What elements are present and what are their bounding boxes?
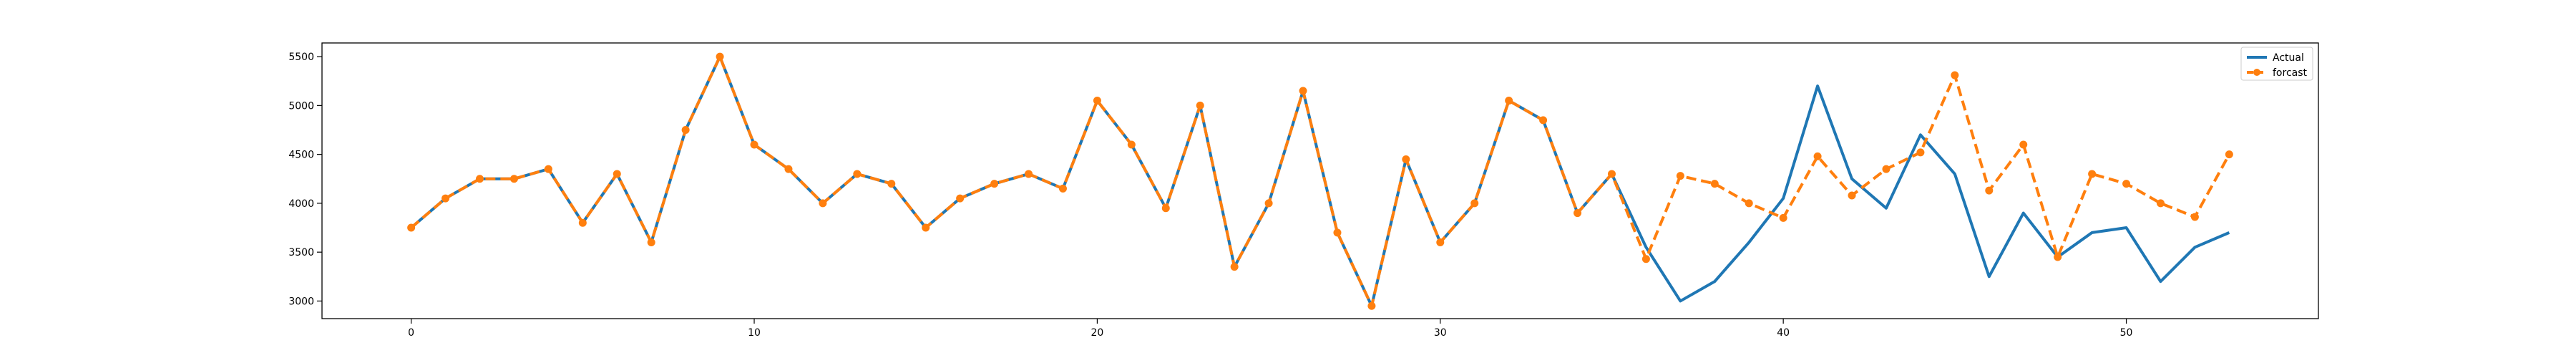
data-point-forcast <box>2190 213 2199 221</box>
data-point-forcast <box>1196 101 1204 110</box>
data-point-forcast <box>2054 253 2062 261</box>
data-point-forcast <box>750 140 758 149</box>
data-point-forcast <box>784 165 793 173</box>
x-tick-label: 0 <box>408 327 414 339</box>
y-tick-label: 5500 <box>288 52 314 63</box>
y-tick-label: 3500 <box>288 247 314 258</box>
data-point-forcast <box>1470 199 1479 208</box>
x-tick-label: 20 <box>1091 327 1103 339</box>
x-tick-label: 40 <box>1777 327 1790 339</box>
x-tick-label: 10 <box>748 327 761 339</box>
series-line-actual <box>410 55 2230 308</box>
y-axis-ticks: 3000 3500 4000 4500 5000 5500 <box>288 52 322 307</box>
legend-label-actual: Actual <box>2273 52 2304 64</box>
data-point-forcast <box>1676 172 1684 180</box>
y-tick-label: 4500 <box>288 150 314 161</box>
data-point-forcast <box>1093 97 1101 105</box>
data-point-forcast <box>1299 87 1307 95</box>
data-point-forcast <box>1436 238 1445 247</box>
plot-frame <box>321 42 2319 319</box>
data-point-forcast <box>1539 116 1548 125</box>
data-point-forcast <box>956 194 965 203</box>
data-point-forcast <box>647 238 655 247</box>
data-point-forcast <box>1916 148 1925 157</box>
data-point-forcast <box>544 165 552 173</box>
data-point-forcast <box>1813 152 1822 160</box>
data-point-forcast <box>1574 209 1582 218</box>
data-point-forcast <box>1641 255 1650 263</box>
legend-marker-forcast <box>2253 69 2260 76</box>
data-point-forcast <box>1058 184 1067 193</box>
data-point-forcast <box>819 199 827 208</box>
series-lines-layer <box>410 55 2231 308</box>
data-point-forcast <box>716 52 724 61</box>
data-point-forcast <box>1710 180 1719 188</box>
data-point-forcast <box>407 223 416 232</box>
data-point-forcast <box>613 170 621 178</box>
data-point-forcast <box>1848 191 1856 200</box>
y-tick-label: 5000 <box>288 100 314 112</box>
data-point-forcast <box>681 126 690 135</box>
data-point-forcast <box>2122 180 2131 188</box>
data-point-forcast <box>1985 186 1994 195</box>
data-point-forcast <box>2088 170 2097 178</box>
data-point-forcast <box>1161 204 1170 213</box>
data-point-forcast <box>1264 199 1273 208</box>
data-point-forcast <box>441 194 450 203</box>
x-tick-label: 50 <box>2120 327 2133 339</box>
data-point-forcast <box>2156 199 2165 208</box>
data-point-forcast <box>1333 228 1342 237</box>
data-point-forcast <box>1402 155 1410 163</box>
data-point-forcast <box>853 170 862 178</box>
data-point-forcast <box>990 180 999 188</box>
data-point-forcast <box>2225 150 2233 159</box>
series-markers-layer <box>407 52 2233 310</box>
data-point-forcast <box>1127 140 1136 149</box>
x-tick-label: 30 <box>1434 327 1447 339</box>
data-point-forcast <box>1230 263 1239 271</box>
data-point-forcast <box>578 218 587 227</box>
data-point-forcast <box>1607 170 1616 178</box>
data-point-forcast <box>1367 301 1376 310</box>
data-point-forcast <box>1882 165 1890 173</box>
data-point-forcast <box>2019 140 2028 149</box>
x-axis-ticks: 0 10 20 30 40 50 <box>408 319 2132 339</box>
series-line-forcast <box>410 55 2231 308</box>
data-point-forcast <box>1025 170 1033 178</box>
data-point-forcast <box>1779 213 1787 222</box>
data-point-forcast <box>1951 71 1959 79</box>
data-point-forcast <box>887 180 896 188</box>
y-tick-label: 3000 <box>288 296 314 307</box>
data-point-forcast <box>509 175 518 183</box>
legend: Actual forcast <box>2240 47 2313 81</box>
data-point-forcast <box>476 175 484 183</box>
y-tick-label: 4000 <box>288 198 314 210</box>
legend-label-forcast: forcast <box>2273 67 2308 79</box>
data-point-forcast <box>1505 97 1513 105</box>
data-point-forcast <box>1745 199 1753 208</box>
data-point-forcast <box>922 223 930 232</box>
